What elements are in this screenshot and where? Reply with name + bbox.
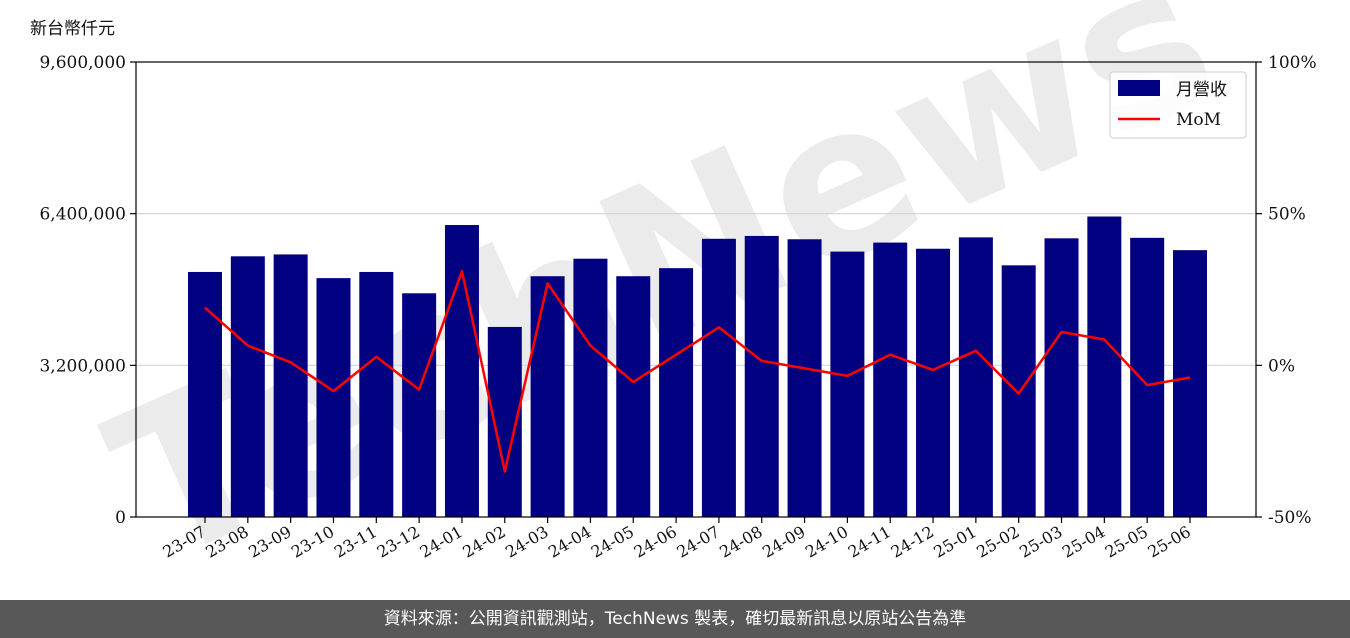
bar-25-06 xyxy=(1173,250,1207,518)
bar-24-11 xyxy=(873,242,908,517)
legend-swatch-bar xyxy=(1118,80,1160,96)
bar-24-12 xyxy=(916,248,951,518)
legend-label-bar: 月營收 xyxy=(1176,80,1227,100)
x-tick-label: 25-04 xyxy=(1059,522,1108,562)
x-tick-label: 24-11 xyxy=(845,522,894,562)
x-tick-label: 24-12 xyxy=(888,522,937,562)
y-right-tick-label: 0% xyxy=(1268,356,1295,376)
x-tick-label: 23-12 xyxy=(374,522,423,562)
x-tick-label: 25-02 xyxy=(973,522,1022,562)
y-axis-unit-label: 新台幣仟元 xyxy=(30,19,115,39)
x-tick-label: 24-05 xyxy=(588,522,637,562)
bar-24-06 xyxy=(659,268,694,517)
bar-24-03 xyxy=(530,276,565,517)
bar-23-11 xyxy=(359,271,394,517)
y-right-tick-label: -50% xyxy=(1268,508,1312,528)
plot-frame xyxy=(135,61,1257,518)
x-tick-label: 24-07 xyxy=(673,522,722,562)
bar-25-03 xyxy=(1044,238,1079,517)
bar-23-07 xyxy=(188,271,222,517)
bar-23-09 xyxy=(273,254,308,518)
mom-line-series xyxy=(204,270,1191,473)
x-tick-label: 24-04 xyxy=(545,522,594,562)
x-tick-label: 25-03 xyxy=(1016,522,1065,562)
x-tick-label: 24-06 xyxy=(631,522,680,562)
bar-25-05 xyxy=(1130,237,1165,517)
bar-24-07 xyxy=(701,238,736,518)
x-tick-label: 25-01 xyxy=(930,522,979,562)
y-right-tick-label: 100% xyxy=(1268,53,1317,73)
bar-23-10 xyxy=(316,278,351,517)
x-tick-label: 25-05 xyxy=(1102,522,1151,562)
bar-24-08 xyxy=(744,235,779,518)
bar-24-05 xyxy=(616,276,651,517)
x-tick-label: 24-08 xyxy=(716,522,765,562)
x-tick-label: 24-10 xyxy=(802,522,851,562)
bar-23-08 xyxy=(230,256,265,517)
x-tick-label: 25-06 xyxy=(1145,522,1194,562)
bar-25-02 xyxy=(1001,265,1036,517)
bar-24-09 xyxy=(787,239,822,517)
revenue-chart: TechNews 03,200,0006,400,0009,600,000-50… xyxy=(39,0,1317,600)
x-tick-label: 24-01 xyxy=(417,522,466,562)
y-left-tick-label: 6,400,000 xyxy=(39,205,126,225)
bar-24-01 xyxy=(444,225,479,517)
bar-series xyxy=(188,216,1207,518)
mom-line xyxy=(204,270,1191,473)
x-tick-label: 24-09 xyxy=(759,522,808,562)
y-left-tick-label: 3,200,000 xyxy=(39,356,126,376)
bar-23-12 xyxy=(402,293,437,517)
x-tick-label: 24-03 xyxy=(502,522,551,562)
bar-25-04 xyxy=(1087,216,1122,517)
legend: 月營收 MoM xyxy=(1109,71,1247,139)
source-footer: 資料來源：公開資訊觀測站，TechNews 製表，確切最新訊息以原站公告為準 xyxy=(0,600,1350,638)
y-right-tick-label: 50% xyxy=(1268,205,1306,225)
bar-24-04 xyxy=(573,258,608,517)
y-left-tick-label: 0 xyxy=(115,508,126,528)
bar-24-10 xyxy=(830,251,865,518)
bar-25-01 xyxy=(958,237,993,518)
x-tick-label: 24-02 xyxy=(459,522,508,562)
y-left-tick-label: 9,600,000 xyxy=(39,53,126,73)
legend-label-line: MoM xyxy=(1176,110,1221,130)
